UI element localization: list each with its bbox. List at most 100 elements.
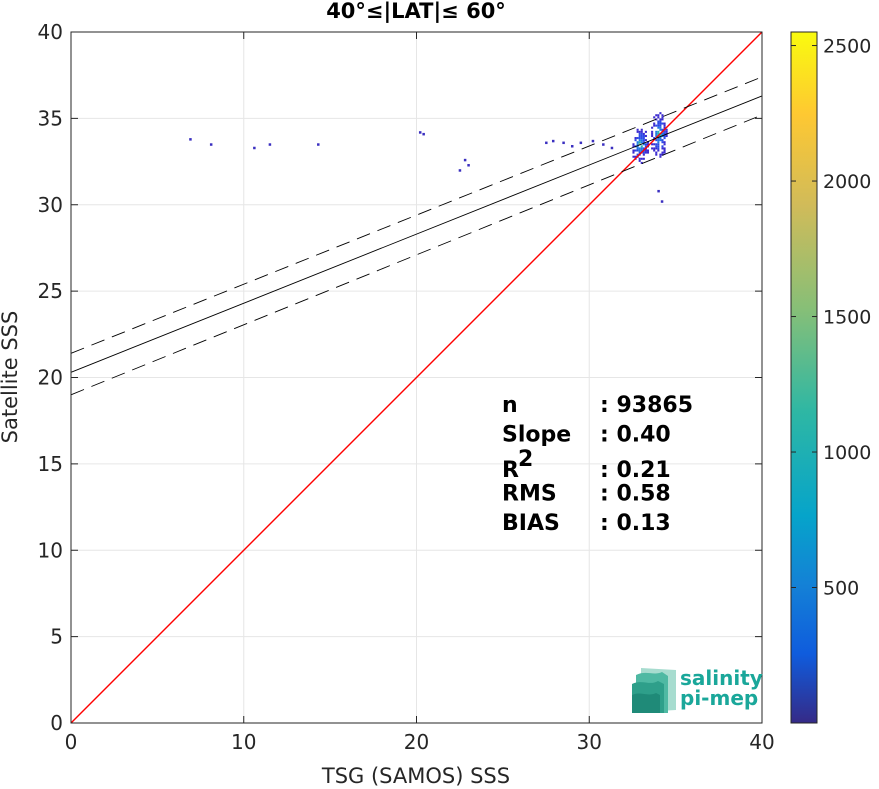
density-cell xyxy=(632,143,635,146)
density-cell xyxy=(655,124,658,127)
colorbar xyxy=(790,31,818,724)
density-cell xyxy=(636,143,639,146)
scatter-point xyxy=(551,139,555,143)
logo-text-pi-mep: pi-mep xyxy=(680,686,758,710)
density-cell xyxy=(636,145,639,148)
scatter-point xyxy=(268,143,272,146)
density-cell xyxy=(634,139,637,142)
y-tick-label: 25 xyxy=(38,279,63,303)
scatter-point xyxy=(467,164,470,167)
colorbar-tick-label: 2000 xyxy=(823,171,871,193)
x-tick-label: 10 xyxy=(231,730,256,754)
density-cell xyxy=(640,161,643,164)
density-cell xyxy=(657,120,660,123)
scatter-points xyxy=(189,131,664,203)
density-cluster xyxy=(632,112,668,164)
density-cell xyxy=(646,151,650,154)
density-cell xyxy=(636,153,639,156)
chart-title: 40°≤|LAT|≤ 60° xyxy=(326,0,506,24)
density-cell xyxy=(663,137,666,140)
y-tick-label: 15 xyxy=(38,452,63,476)
stat-label: RMS xyxy=(502,482,557,507)
scatter-point xyxy=(209,143,213,146)
density-cell xyxy=(642,153,645,156)
density-cell xyxy=(655,143,658,146)
density-cell xyxy=(642,141,645,144)
density-cell xyxy=(659,137,662,140)
density-cell xyxy=(638,132,641,135)
stat-value: : 93865 xyxy=(600,393,693,418)
stat-value: : 0.21 xyxy=(600,458,671,483)
density-cell xyxy=(646,149,650,152)
scatter-point xyxy=(418,131,422,134)
scatter-point xyxy=(562,141,565,145)
density-cell xyxy=(661,122,664,125)
upper-bound-line xyxy=(70,76,763,354)
density-cell xyxy=(651,126,654,129)
x-axis-label: TSG (SAMOS) SSS xyxy=(321,764,510,788)
density-cell xyxy=(638,139,641,142)
density-cell xyxy=(644,130,647,133)
density-cell xyxy=(663,151,666,154)
regression-line xyxy=(70,95,763,373)
colorbar-tick-label: 1000 xyxy=(823,442,871,464)
density-cell xyxy=(663,141,666,144)
stat-label: R xyxy=(502,458,519,483)
scatter-point xyxy=(610,146,614,150)
y-tick-label: 20 xyxy=(38,366,63,390)
density-cell xyxy=(657,132,660,135)
density-cell xyxy=(657,126,660,129)
density-cell xyxy=(651,132,654,135)
density-cell xyxy=(663,143,666,146)
density-cell xyxy=(665,128,668,131)
density-cell xyxy=(640,137,643,140)
density-cell xyxy=(661,114,664,117)
density-cell xyxy=(642,151,645,154)
density-cell xyxy=(644,151,647,154)
one-to-one-line xyxy=(70,31,763,724)
density-cell xyxy=(636,147,639,150)
scatter-point xyxy=(591,139,595,143)
density-cell xyxy=(657,147,660,150)
density-cell xyxy=(655,118,658,121)
y-tick-label: 40 xyxy=(38,20,63,44)
density-cell xyxy=(659,134,662,138)
density-cell xyxy=(651,130,654,133)
x-tick-label: 30 xyxy=(577,730,602,754)
scatter-point xyxy=(545,141,548,145)
density-cell xyxy=(640,157,643,160)
density-cell xyxy=(663,149,666,152)
density-cell xyxy=(632,149,635,152)
density-cell xyxy=(663,124,666,127)
density-cell xyxy=(653,143,656,146)
density-cell xyxy=(657,141,660,144)
density-cell xyxy=(663,134,666,138)
density-cell xyxy=(634,155,637,158)
density-cell xyxy=(636,130,639,133)
density-cell xyxy=(659,122,662,125)
density-cell xyxy=(651,134,654,138)
density-cell xyxy=(640,145,643,148)
density-cell xyxy=(665,130,668,133)
y-tick-label: 30 xyxy=(38,193,63,217)
x-tick-label: 20 xyxy=(404,730,429,754)
density-cell xyxy=(651,143,654,146)
density-cell xyxy=(657,124,660,127)
density-cell xyxy=(640,141,643,144)
density-cell xyxy=(638,141,641,144)
density-cell xyxy=(638,149,641,152)
density-cell xyxy=(663,132,666,135)
density-cell xyxy=(653,124,656,127)
density-cell xyxy=(657,149,660,152)
density-cell xyxy=(655,132,658,135)
y-axis-ticks: 0 5 10 15 20 25 30 35 40 xyxy=(38,20,762,735)
x-axis-ticks: 0 10 20 30 40 xyxy=(65,32,775,754)
density-cell xyxy=(659,118,662,121)
stat-label: n xyxy=(502,393,518,418)
density-cell xyxy=(640,149,643,152)
density-cell xyxy=(665,134,668,138)
colorbar-tick-label: 1500 xyxy=(823,307,871,329)
scatter-point xyxy=(657,189,660,193)
density-cell xyxy=(661,118,664,121)
